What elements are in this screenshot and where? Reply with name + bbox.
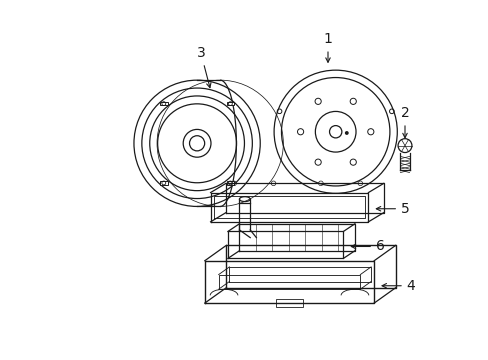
Text: 3: 3 <box>196 46 210 87</box>
Bar <box>226 181 234 185</box>
Bar <box>160 102 167 105</box>
Bar <box>226 102 234 105</box>
Circle shape <box>344 131 348 135</box>
Text: 4: 4 <box>381 279 415 293</box>
Bar <box>160 181 167 185</box>
Text: 5: 5 <box>376 202 409 216</box>
Bar <box>275 299 303 307</box>
Text: 1: 1 <box>323 32 332 62</box>
Text: 6: 6 <box>350 239 384 253</box>
Text: 2: 2 <box>400 106 408 138</box>
